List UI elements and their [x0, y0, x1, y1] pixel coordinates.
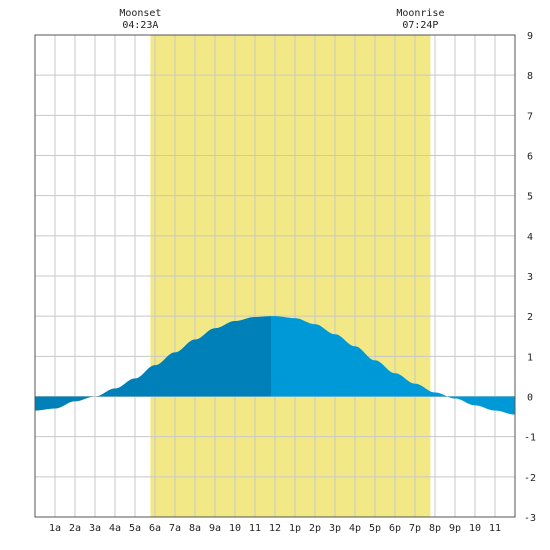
x-tick-label: 7a: [169, 523, 181, 534]
x-tick-label: 2p: [309, 523, 321, 534]
x-tick-label: 4a: [109, 523, 121, 534]
y-tick-label: 0: [527, 393, 533, 404]
x-tick-label: 3a: [89, 523, 101, 534]
y-tick-label: -3: [524, 513, 536, 524]
x-axis-labels: 1a 2a 3a 4a 5a 6a 7a 8a 9a 10 11 12 1p 2p 3p 4p 5p 6p 7p 8p…: [49, 523, 501, 534]
y-tick-label: -1: [524, 433, 536, 444]
tide-area: [35, 316, 515, 415]
y-tick-label: 5: [527, 192, 533, 203]
annotation-time: 04:23A: [122, 20, 158, 31]
tide-area-rising: [35, 316, 271, 411]
annotation-label: Moonset: [119, 8, 161, 19]
annotation-label: Moonrise: [396, 8, 444, 19]
x-tick-label: 1p: [289, 523, 301, 534]
y-tick-label: 1: [527, 352, 533, 363]
y-tick-label: 7: [527, 111, 533, 122]
y-tick-label: 8: [527, 71, 533, 82]
x-tick-label: 5a: [129, 523, 141, 534]
x-tick-label: 8a: [189, 523, 201, 534]
x-tick-label: 5p: [369, 523, 381, 534]
y-tick-label: -2: [524, 473, 536, 484]
x-tick-label: 12: [269, 523, 281, 534]
y-tick-label: 3: [527, 272, 533, 283]
y-tick-label: 4: [527, 232, 533, 243]
x-tick-label: 11: [489, 523, 501, 534]
tide-area-falling: [271, 316, 515, 415]
x-tick-label: 1a: [49, 523, 61, 534]
x-tick-label: 10: [229, 523, 241, 534]
grid-lines: [34, 34, 516, 518]
y-tick-label: 9: [527, 31, 533, 42]
y-tick-label: 6: [527, 152, 533, 163]
annotation-time: 07:24P: [402, 20, 438, 31]
x-tick-label: 9a: [209, 523, 221, 534]
plot-frame: [34, 34, 516, 518]
x-tick-label: 10: [469, 523, 481, 534]
x-tick-label: 11: [249, 523, 261, 534]
x-tick-label: 2a: [69, 523, 81, 534]
y-tick-label: 2: [527, 312, 533, 323]
x-tick-label: 3p: [329, 523, 341, 534]
x-tick-label: 7p: [409, 523, 421, 534]
x-tick-label: 6a: [149, 523, 161, 534]
y-axis-labels: -3 -2 -1 0 1 2 3 4 5 6 7 8 9: [524, 31, 536, 524]
x-tick-label: 6p: [389, 523, 401, 534]
x-tick-label: 9p: [449, 523, 461, 534]
x-tick-label: 4p: [349, 523, 361, 534]
x-tick-label: 8p: [429, 523, 441, 534]
